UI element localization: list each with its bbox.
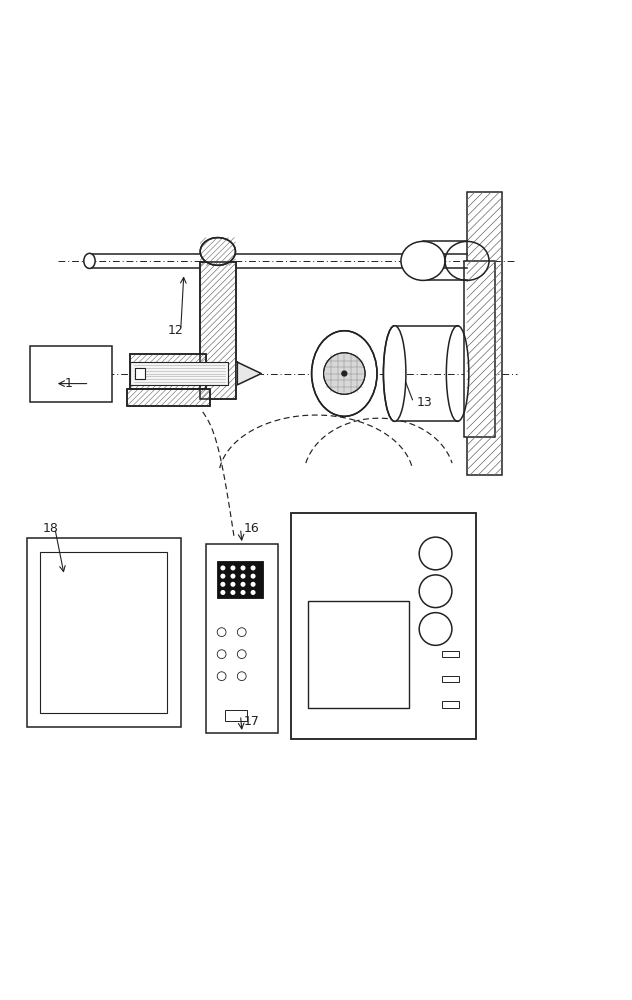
Text: 18: 18 [42,522,58,535]
Circle shape [419,575,452,608]
Circle shape [231,590,236,595]
Ellipse shape [401,241,445,280]
Circle shape [419,537,452,570]
Bar [442,651,459,657]
Circle shape [250,590,255,595]
Ellipse shape [324,353,365,394]
Bar [30,346,111,402]
Circle shape [241,565,245,570]
Bar [200,262,236,399]
Text: 15: 15 [335,393,351,406]
Bar [135,368,145,379]
Circle shape [238,672,246,681]
Circle shape [250,574,255,579]
Bar [130,362,228,385]
Circle shape [217,650,226,659]
Bar [291,513,477,739]
Ellipse shape [312,331,377,416]
Circle shape [221,590,226,595]
Circle shape [221,582,226,587]
Bar [225,710,246,721]
Circle shape [241,582,245,587]
Ellipse shape [84,253,95,268]
Circle shape [250,565,255,570]
Bar [127,389,210,406]
Circle shape [238,650,246,659]
Circle shape [419,613,452,645]
Circle shape [221,574,226,579]
Bar [206,544,278,733]
Text: 12: 12 [168,324,184,337]
Text: 1: 1 [64,377,72,390]
Circle shape [217,628,226,637]
Bar [127,389,210,406]
Bar [442,701,459,708]
Circle shape [231,574,236,579]
Ellipse shape [200,238,236,265]
Bar [464,261,495,437]
Bar [308,601,409,708]
Bar [467,192,502,475]
Bar [442,676,459,682]
Circle shape [241,590,245,595]
Text: 16: 16 [244,522,259,535]
Bar [27,538,181,727]
Circle shape [238,628,246,637]
Circle shape [241,574,245,579]
Bar [217,561,262,598]
Polygon shape [238,362,261,385]
Bar [130,354,206,389]
Text: 13: 13 [416,396,432,409]
Circle shape [231,565,236,570]
Circle shape [217,672,226,681]
Bar [40,552,167,713]
Bar [200,262,236,399]
Bar [130,354,206,389]
Ellipse shape [384,326,406,421]
Circle shape [341,370,348,377]
Circle shape [231,582,236,587]
Circle shape [250,582,255,587]
Text: 17: 17 [244,715,260,728]
Circle shape [221,565,226,570]
